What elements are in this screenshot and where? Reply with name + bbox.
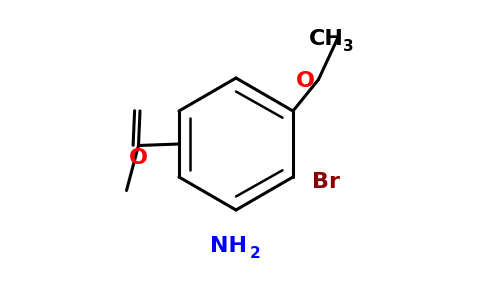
- Text: Br: Br: [313, 172, 341, 191]
- Text: O: O: [296, 71, 315, 91]
- Text: 3: 3: [343, 39, 354, 54]
- Text: O: O: [129, 148, 148, 167]
- Text: NH: NH: [210, 236, 247, 256]
- Text: 2: 2: [250, 246, 261, 261]
- Text: CH: CH: [309, 29, 344, 49]
